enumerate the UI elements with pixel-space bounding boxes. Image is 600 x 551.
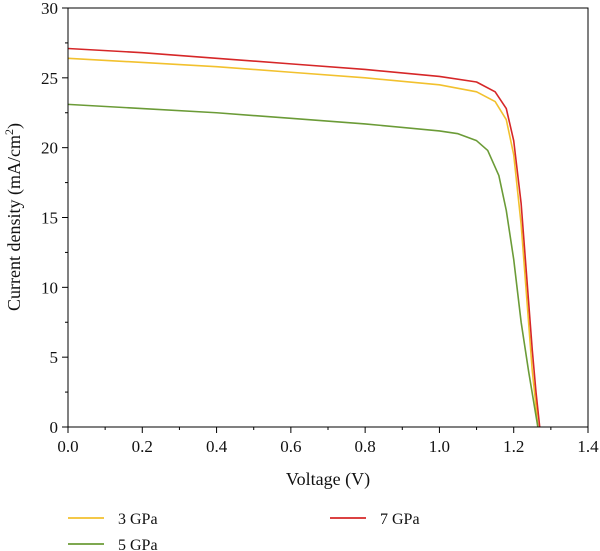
y-axis-title-sup: 2	[2, 129, 16, 135]
y-tick-label: 20	[41, 139, 58, 158]
x-tick-label: 0.0	[57, 437, 78, 456]
x-tick-label: 0.6	[280, 437, 301, 456]
x-tick-label: 1.4	[577, 437, 599, 456]
x-tick-label: 0.2	[132, 437, 153, 456]
x-axis-title: Voltage (V)	[286, 469, 370, 490]
y-tick-label: 30	[41, 0, 58, 18]
y-axis-title-main: Current density (mA/cm	[4, 135, 25, 311]
plot-frame	[67, 7, 589, 428]
y-tick-label: 5	[50, 348, 59, 367]
x-tick-label: 0.8	[355, 437, 376, 456]
y-axis-title: Current density (mA/cm2)	[2, 123, 25, 311]
series-line-2	[67, 103, 539, 428]
y-tick-label: 15	[41, 209, 58, 228]
legend-label-2: 5 GPa	[118, 537, 158, 551]
x-tick-label: 1.2	[503, 437, 524, 456]
series-line-0	[67, 57, 539, 428]
ticks: 0.0 0.2 0.4 0.6 0.8 1.0 1.2 1.4 0 5 10 15 20 25 30	[41, 0, 599, 456]
plot-area	[67, 47, 541, 428]
x-tick-label: 1.0	[429, 437, 450, 456]
y-tick-label: 25	[41, 69, 58, 88]
legend-label-0: 3 GPa	[118, 511, 158, 528]
axes	[67, 7, 589, 428]
legend: 3 GPa 7 GPa 5 GPa	[68, 511, 420, 551]
y-tick-label: 0	[50, 418, 59, 437]
series-line-1	[67, 47, 541, 428]
y-tick-label: 10	[41, 278, 58, 297]
y-axis-title-end: )	[4, 123, 25, 129]
legend-label-1: 7 GPa	[380, 511, 420, 528]
x-tick-label: 0.4	[206, 437, 228, 456]
